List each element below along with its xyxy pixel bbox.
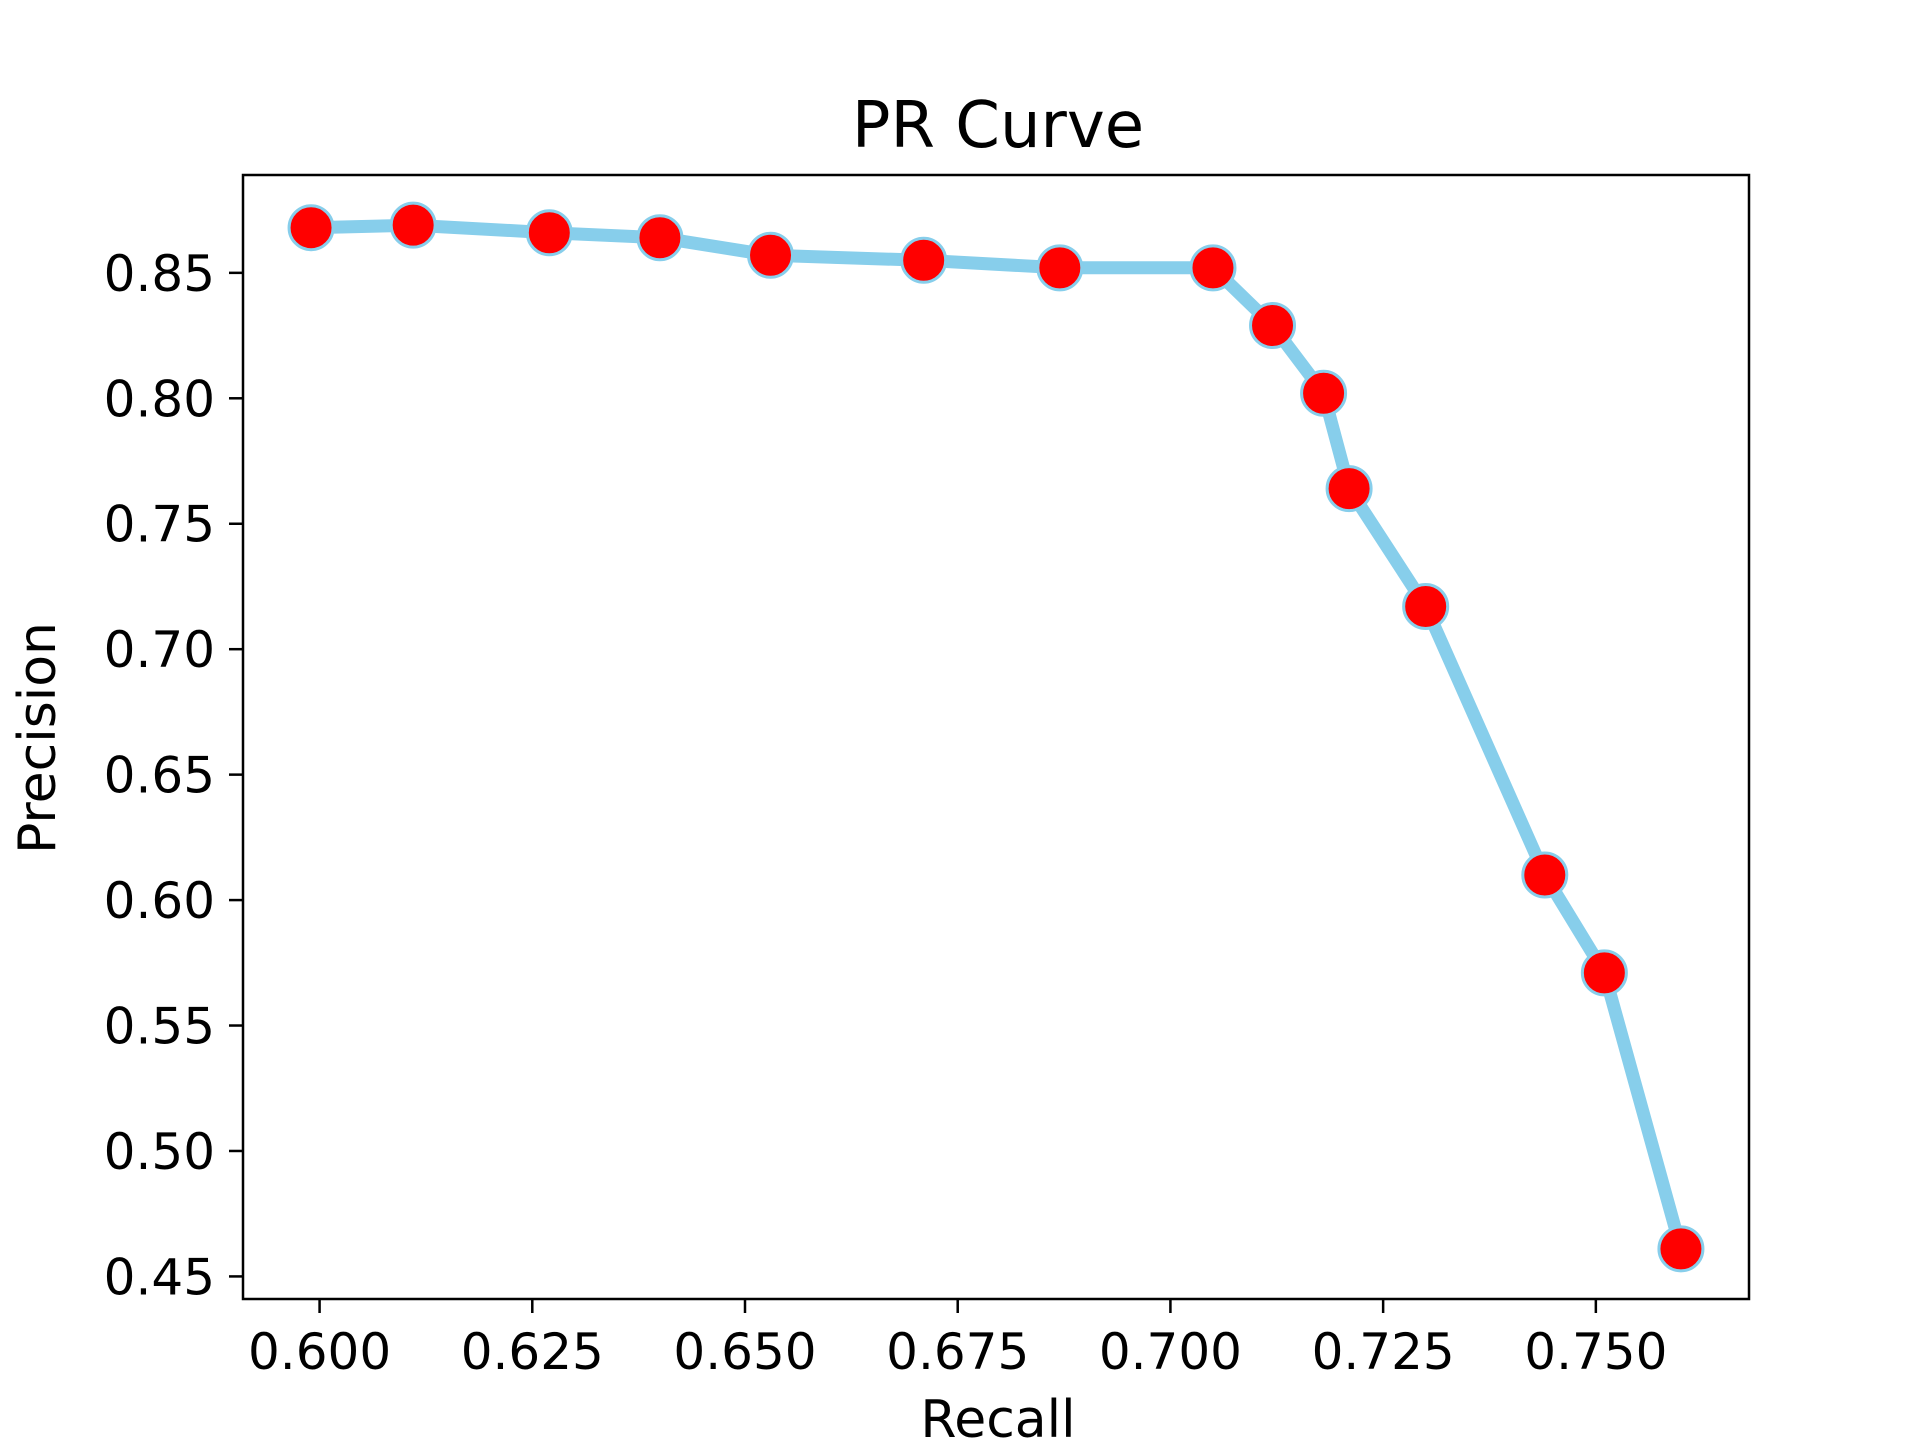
plot-area: 0.600 0.625 0.650 0.675 0.700 0.725 0.750 0.45 0… (104, 173, 1751, 1381)
y-tick-label: 0.75 (104, 496, 215, 554)
y-tick-label: 0.65 (104, 747, 215, 805)
data-point (287, 204, 335, 252)
data-point (1521, 851, 1569, 899)
data-point (389, 201, 437, 249)
data-point (1036, 244, 1084, 292)
data-point (1657, 1225, 1705, 1273)
x-tick-label: 0.725 (1312, 1323, 1455, 1381)
data-point (747, 231, 795, 279)
data-point (1300, 369, 1348, 417)
x-axis-label: Recall (920, 1390, 1075, 1440)
y-tick-label: 0.80 (104, 370, 215, 428)
data-point (1402, 583, 1450, 631)
data-point (1580, 949, 1628, 997)
x-tick-label: 0.675 (886, 1323, 1029, 1381)
data-point (1249, 302, 1297, 350)
y-tick-label: 0.70 (104, 621, 215, 679)
x-tick-label: 0.600 (248, 1323, 391, 1381)
data-point (636, 214, 684, 262)
data-point (900, 236, 948, 284)
x-tick-label: 0.700 (1099, 1323, 1242, 1381)
x-tick-label: 0.650 (673, 1323, 816, 1381)
data-point (1325, 465, 1373, 513)
data-point (525, 209, 573, 257)
chart-title: PR Curve (852, 89, 1144, 163)
x-tick-label: 0.750 (1524, 1323, 1667, 1381)
y-tick-label: 0.85 (104, 245, 215, 303)
y-tick-label: 0.50 (104, 1123, 215, 1181)
x-tick-label: 0.625 (461, 1323, 604, 1381)
y-tick-label: 0.55 (104, 998, 215, 1056)
y-tick-label: 0.45 (104, 1248, 215, 1306)
data-point (1189, 244, 1237, 292)
y-tick-label: 0.60 (104, 872, 215, 930)
series-line (304, 218, 1688, 1256)
plot-frame (241, 173, 1751, 1301)
y-axis-label: Precision (8, 622, 68, 854)
